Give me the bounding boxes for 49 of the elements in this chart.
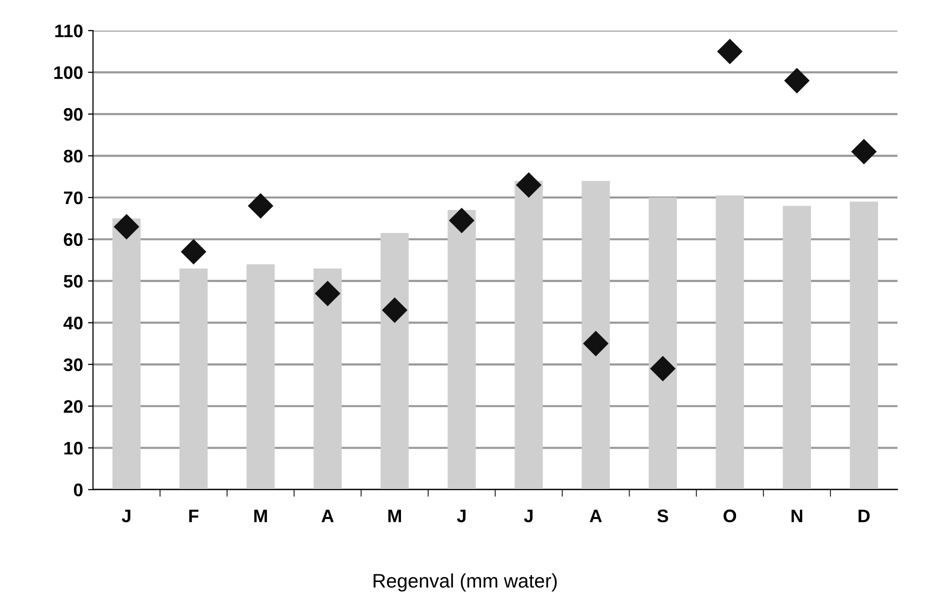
- point: [181, 239, 206, 264]
- x-tick-label: J: [122, 510, 130, 522]
- x-tick-label: A: [322, 510, 334, 522]
- bar: [648, 198, 677, 490]
- bar: [514, 180, 543, 490]
- bar: [112, 218, 141, 490]
- point: [784, 68, 810, 94]
- bar: [246, 264, 275, 490]
- bar: [782, 206, 811, 490]
- y-tick-label: 80: [64, 150, 83, 162]
- bar: [448, 210, 476, 490]
- point: [851, 139, 876, 164]
- point: [315, 281, 340, 306]
- y-tick-label: 30: [64, 358, 83, 372]
- x-axis-title: Regenval (mm water): [374, 573, 557, 592]
- x-tick-label: S: [657, 510, 668, 522]
- point: [583, 331, 608, 356]
- x-tick-label: N: [792, 510, 802, 522]
- bar: [582, 180, 610, 490]
- bar: [314, 268, 342, 490]
- y-tick-label: 110: [55, 24, 83, 38]
- y-tick-label: 90: [64, 108, 83, 121]
- y-tick-label: 10: [64, 442, 83, 455]
- bar: [179, 268, 208, 490]
- x-tick-label: O: [724, 510, 736, 522]
- y-tick-label: 0: [74, 484, 83, 496]
- x-tick-label: D: [858, 510, 870, 522]
- x-tick-label: F: [189, 510, 198, 522]
- bar: [850, 202, 878, 490]
- x-tick-label: J: [456, 510, 466, 522]
- y-tick-label: 50: [64, 274, 83, 288]
- y-tick-label: 70: [64, 191, 83, 204]
- x-tick-label: M: [388, 510, 401, 522]
- bar: [380, 232, 409, 490]
- point: [650, 356, 676, 382]
- y-tick-label: 100: [54, 66, 83, 80]
- x-tick-label: M: [254, 510, 267, 522]
- bar: [716, 195, 744, 490]
- x-tick-label: J: [524, 510, 533, 522]
- point: [516, 172, 542, 198]
- point: [717, 38, 742, 64]
- point: [449, 208, 474, 233]
- y-tick-label: 20: [64, 400, 83, 413]
- point: [382, 298, 408, 323]
- x-tick-label: A: [590, 510, 602, 522]
- point: [114, 214, 139, 240]
- y-tick-label: 60: [64, 233, 83, 246]
- point: [248, 193, 274, 218]
- y-tick-label: 40: [63, 316, 83, 330]
